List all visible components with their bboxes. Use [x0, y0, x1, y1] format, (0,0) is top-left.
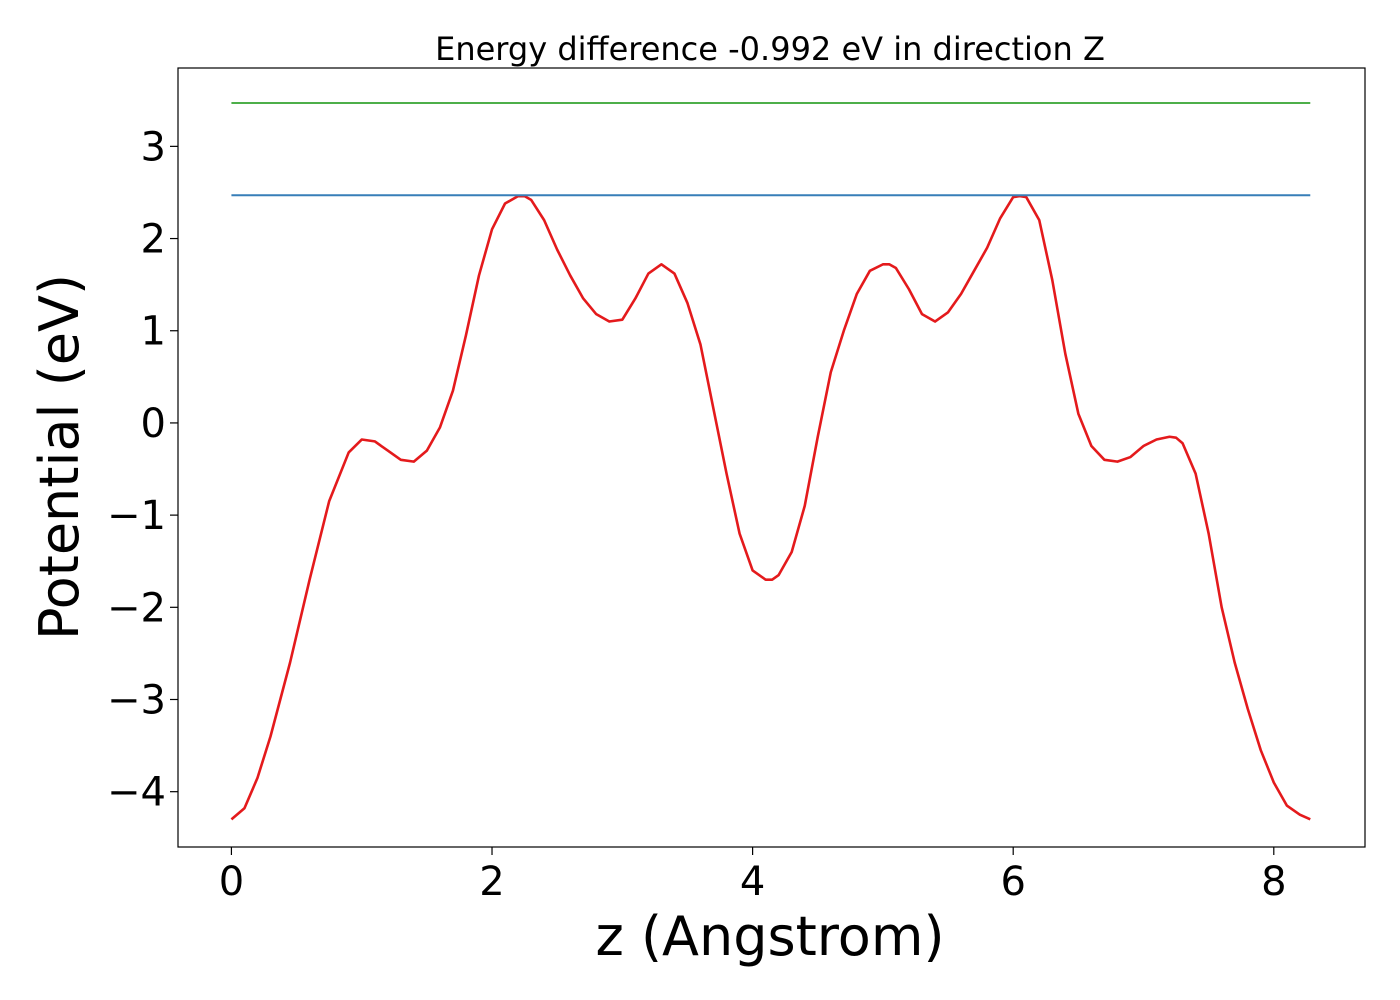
y-tick-label: 0 — [141, 401, 166, 447]
x-tick-label: 2 — [479, 859, 504, 905]
y-tick-label: 1 — [141, 309, 166, 355]
x-tick-label: 0 — [219, 859, 244, 905]
chart-title: Energy difference -0.992 eV in direction… — [435, 30, 1105, 68]
x-axis-ticks: 0 2 4 6 8 — [219, 847, 1287, 905]
y-tick-label: −4 — [107, 770, 166, 816]
y-tick-label: 2 — [141, 217, 166, 263]
y-tick-label: −1 — [107, 493, 166, 539]
x-tick-label: 6 — [1000, 859, 1025, 905]
x-axis-label: z (Angstrom) — [595, 905, 944, 968]
series-layer — [230, 102, 1311, 821]
plot-area — [177, 67, 1366, 848]
series-line-0 — [230, 194, 1311, 821]
x-tick-label: 4 — [740, 859, 765, 905]
y-tick-label: 3 — [141, 124, 166, 170]
x-tick-label: 8 — [1261, 859, 1286, 905]
y-tick-label: −3 — [107, 677, 166, 723]
y-tick-label: −2 — [107, 585, 166, 631]
y-axis-ticks: −4 −3 −2 −1 0 1 2 3 — [107, 124, 178, 816]
y-axis-label: Potential (eV) — [28, 274, 91, 640]
